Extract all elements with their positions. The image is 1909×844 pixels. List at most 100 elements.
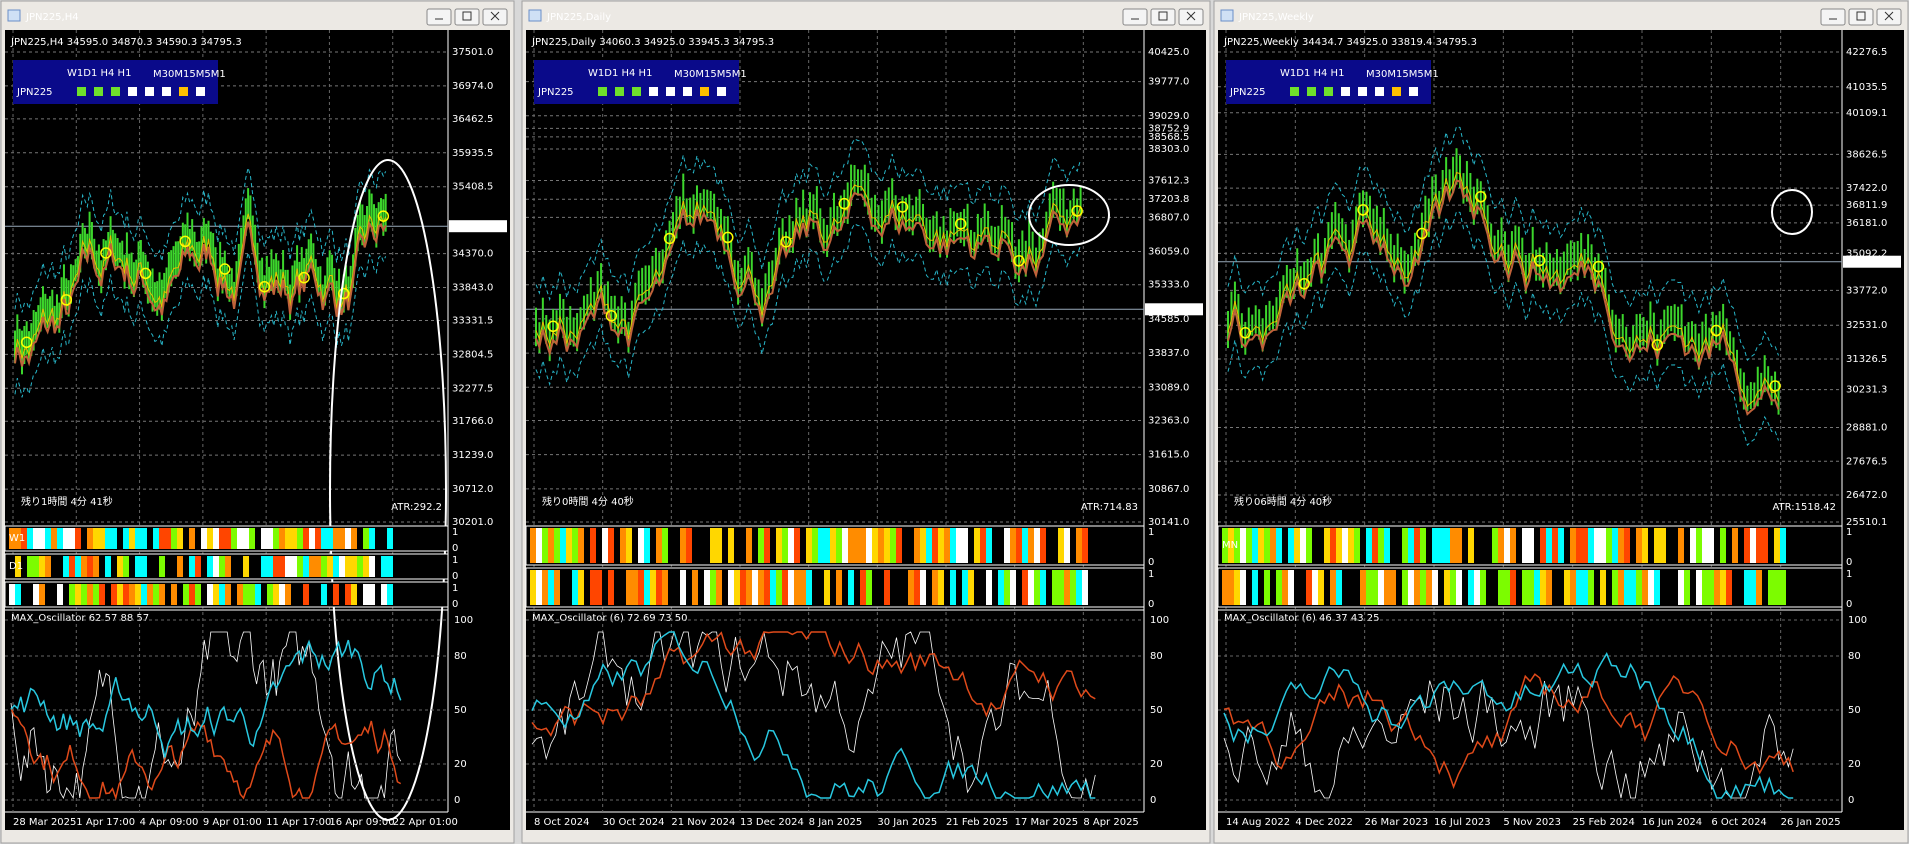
price-label: 35935.5 (452, 148, 493, 159)
strip-cell (1684, 528, 1690, 563)
strip-cell (956, 570, 962, 605)
signal-marker (1475, 191, 1487, 203)
strip-cell (75, 556, 81, 577)
strip-cell (1426, 528, 1432, 563)
strip-cell (644, 528, 650, 563)
button-glyph (490, 11, 500, 21)
strip-cell (99, 528, 105, 549)
strip-cell (944, 528, 950, 563)
maximize-button[interactable] (1150, 8, 1176, 26)
strip-cell (632, 570, 638, 605)
strip-cell (237, 556, 243, 577)
strip-cell (177, 584, 183, 605)
strip-cell (1660, 570, 1666, 605)
strip-cell (1738, 528, 1744, 563)
price-label: 31239.0 (452, 450, 493, 461)
strip-cell (75, 584, 81, 605)
date-label: 14 Aug 2022 (1226, 817, 1290, 828)
strip-cell (1052, 528, 1058, 563)
strip-cell (171, 528, 177, 549)
maximize-button[interactable] (1848, 8, 1874, 26)
minimize-button[interactable] (426, 8, 452, 26)
strip-cell (387, 556, 393, 577)
strip-cell (1648, 528, 1654, 563)
time-left: 残り0時間 4分 40秒 (542, 495, 634, 508)
strip-cell (315, 584, 321, 605)
button-glyph (1856, 11, 1866, 21)
strip-cell (9, 584, 15, 605)
oscillator-label: MAX_Oscillator 62 57 88 57 (11, 613, 149, 624)
strip-cell (369, 584, 375, 605)
minimize-button[interactable] (1122, 8, 1148, 26)
strip-cell (255, 584, 261, 605)
maximize-button[interactable] (454, 8, 480, 26)
strip-cell (1276, 528, 1282, 563)
strip-cell (231, 528, 237, 549)
strip-cell (710, 528, 716, 563)
close-button[interactable] (1178, 8, 1204, 26)
strip-cell (279, 556, 285, 577)
strip-cell (794, 570, 800, 605)
strip-cell (848, 570, 854, 605)
timeframes-minor: M30M15M5M1 (674, 69, 747, 80)
strip-cell (1588, 528, 1594, 563)
date-label: 16 Jul 2023 (1434, 817, 1491, 828)
close-button[interactable] (482, 8, 508, 26)
strip-cell (273, 584, 279, 605)
strip-cell (111, 556, 117, 577)
signal-marker (780, 236, 792, 248)
signal-marker (258, 280, 271, 293)
timeframe-square (649, 87, 658, 96)
highlight-ellipse (329, 159, 447, 821)
strip-cell (1246, 570, 1252, 605)
strip-cell (818, 528, 824, 563)
date-label: 4 Dec 2022 (1295, 817, 1353, 828)
strip-cell (321, 584, 327, 605)
strip-cell (117, 528, 123, 549)
strip-cell (938, 528, 944, 563)
price-label: 35092.2 (1846, 248, 1887, 259)
timeframe-square (128, 87, 137, 96)
strip-cell (962, 528, 968, 563)
strip-cell (117, 584, 123, 605)
strip-cell (369, 556, 375, 577)
strip-cell (87, 556, 93, 577)
strip-cell (644, 570, 650, 605)
strip-cell (111, 584, 117, 605)
strip-cell (105, 556, 111, 577)
strip-cell (1642, 528, 1648, 563)
strip-cell (1678, 570, 1684, 605)
strip-cell (692, 570, 698, 605)
strip-cell (1046, 528, 1052, 563)
chart-header: JPN225,H4 34595.0 34870.3 34590.3 34795.… (10, 37, 242, 48)
strip-cell (27, 528, 33, 549)
signal-marker (20, 336, 33, 349)
strip-cell (63, 528, 69, 549)
close-button[interactable] (1876, 8, 1902, 26)
strip-cell (1456, 528, 1462, 563)
timeframe-square (632, 87, 641, 96)
strip-cell (1672, 570, 1678, 605)
strip-cell (33, 556, 39, 577)
timeframe-square (1358, 87, 1367, 96)
strip-cell (806, 570, 812, 605)
timeframe-square (77, 87, 86, 96)
strip-tick: 0 (1846, 599, 1852, 610)
signal-marker (139, 267, 152, 280)
strip-cell (1276, 570, 1282, 605)
strip-cell (1336, 528, 1342, 563)
strip-cell (1738, 570, 1744, 605)
strip-cell (1612, 570, 1618, 605)
strip-cell (1600, 570, 1606, 605)
strip-cell (63, 584, 69, 605)
date-label: 26 Jan 2025 (1781, 817, 1841, 828)
strip-cell (908, 528, 914, 563)
moving-average-slow (14, 220, 387, 367)
minimize-button[interactable] (1820, 8, 1846, 26)
strip-cell (243, 584, 249, 605)
timeframe-square (717, 87, 726, 96)
strip-cell (1678, 528, 1684, 563)
price-label: 32363.0 (1148, 415, 1189, 426)
strip-cell (201, 556, 207, 577)
strip-cell (1570, 528, 1576, 563)
